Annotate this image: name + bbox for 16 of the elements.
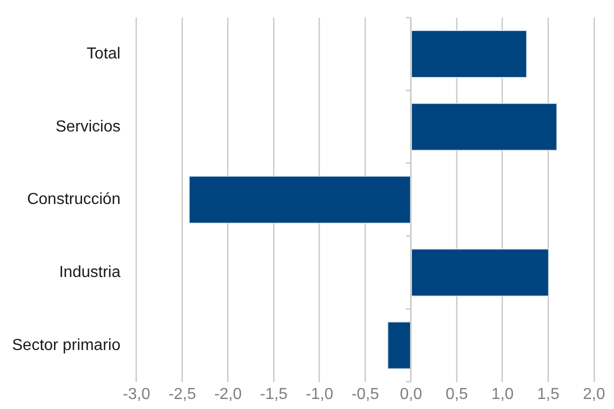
x-tick-label: 2,0 — [582, 386, 606, 403]
y-tick-label: Total — [86, 45, 120, 62]
x-tick-label: -3,0 — [122, 386, 150, 403]
x-tick-label: -2,5 — [168, 386, 196, 403]
x-tick-label: 1,5 — [537, 386, 560, 403]
x-tick-label: -1,0 — [306, 386, 334, 403]
y-tick-label: Industria — [59, 264, 121, 281]
x-tick-label: -1,5 — [260, 386, 288, 403]
x-tick-label: 0,5 — [446, 386, 468, 403]
x-tick-label: 0,0 — [400, 386, 422, 403]
y-tick-label: Construcción — [27, 191, 120, 208]
x-tick-label: 1,0 — [491, 386, 514, 403]
y-tick-label: Servicios — [56, 118, 120, 136]
x-tick-label: -0,5 — [351, 386, 380, 403]
x-tick-label: -2,0 — [214, 386, 242, 403]
y-tick-label: Sector primario — [12, 336, 121, 354]
